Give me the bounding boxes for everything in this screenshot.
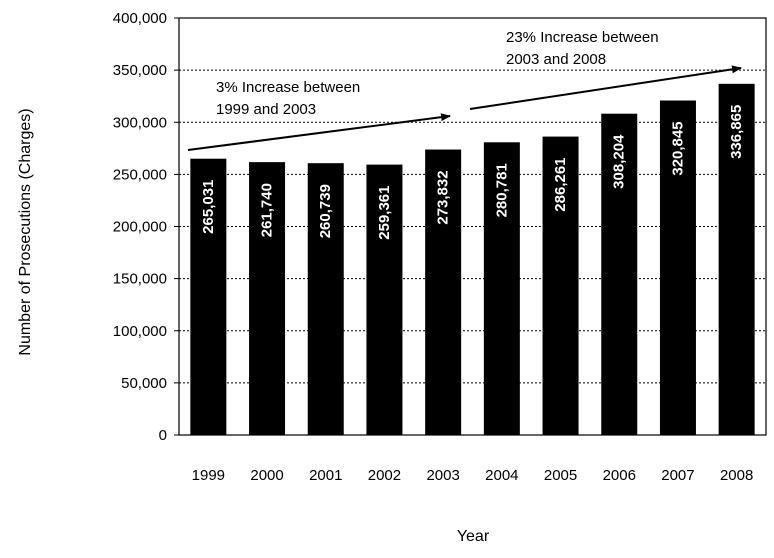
- annotation-23pct-increase: 23% Increase between 2003 and 2008: [506, 29, 663, 68]
- y-tick-label: 350,000: [113, 62, 167, 79]
- trend-arrow-2003-2008: [469, 65, 742, 110]
- bar-value-label: 260,739: [317, 184, 334, 238]
- bar: [249, 162, 286, 435]
- bar-value-label: 265,031: [200, 180, 217, 234]
- x-tick-label: 1999: [192, 467, 225, 484]
- y-tick-label: 150,000: [113, 271, 167, 288]
- y-tick-label: 250,000: [113, 166, 167, 183]
- annotation-23pct-line-2: 2003 and 2008: [506, 51, 606, 68]
- x-tick-label: 2008: [720, 467, 753, 484]
- x-tick-label: 2000: [250, 467, 283, 484]
- x-tick-label: 2006: [603, 467, 636, 484]
- y-tick-label: 200,000: [113, 219, 167, 236]
- bar-value-label: 280,781: [493, 163, 510, 217]
- y-axis-ticks: 0 50,000 100,000 150,000 200,000 250,000 300,0…: [113, 10, 179, 444]
- x-tick-label: 2004: [485, 467, 518, 484]
- bar: [718, 83, 755, 435]
- bar: [307, 163, 344, 435]
- bar-value-label: 336,865: [728, 105, 745, 159]
- trend-arrows: [187, 65, 742, 151]
- y-tick-label: 400,000: [113, 10, 167, 27]
- annotation-3pct-line-1: 3% Increase between: [216, 79, 360, 96]
- x-tick-label: 2003: [426, 467, 459, 484]
- bar: [483, 142, 520, 435]
- y-axis-title: Number of Prosecutions (Charges): [17, 108, 34, 355]
- bar-value-label: 286,261: [552, 157, 569, 211]
- x-axis-ticks: 1999 2000 2001 2002 2003 2004 2005 2006 2007 2008: [192, 467, 754, 484]
- bar-value-label: 273,832: [435, 170, 452, 224]
- bar-value-label: 261,740: [259, 183, 276, 237]
- bar: [601, 113, 638, 435]
- bar: [659, 100, 696, 435]
- bar: [366, 164, 403, 435]
- y-tick-label: 50,000: [121, 375, 167, 392]
- x-tick-label: 2005: [544, 467, 577, 484]
- x-tick-label: 2001: [309, 467, 342, 484]
- y-tick-label: 100,000: [113, 323, 167, 340]
- x-axis-title: Year: [457, 528, 490, 545]
- x-tick-label: 2002: [368, 467, 401, 484]
- bar-value-label: 320,845: [669, 121, 686, 175]
- y-tick-label: 0: [159, 427, 167, 444]
- bar-value-label: 259,361: [376, 185, 393, 239]
- y-tick-label: 300,000: [113, 114, 167, 131]
- bar: [425, 149, 462, 435]
- annotation-23pct-line-1: 23% Increase between: [506, 29, 659, 46]
- bars: [190, 83, 755, 435]
- annotation-3pct-increase: 3% Increase between 1999 and 2003: [216, 79, 364, 118]
- bar: [542, 136, 579, 435]
- bar-value-label: 308,204: [611, 134, 628, 189]
- x-tick-label: 2007: [661, 467, 694, 484]
- bar: [190, 158, 227, 435]
- annotation-3pct-line-2: 1999 and 2003: [216, 101, 316, 118]
- trend-arrow-1999-2003: [187, 113, 451, 151]
- bar-value-labels: 265,031 261,740 260,739 259,361 273,832 280,7…: [200, 105, 745, 240]
